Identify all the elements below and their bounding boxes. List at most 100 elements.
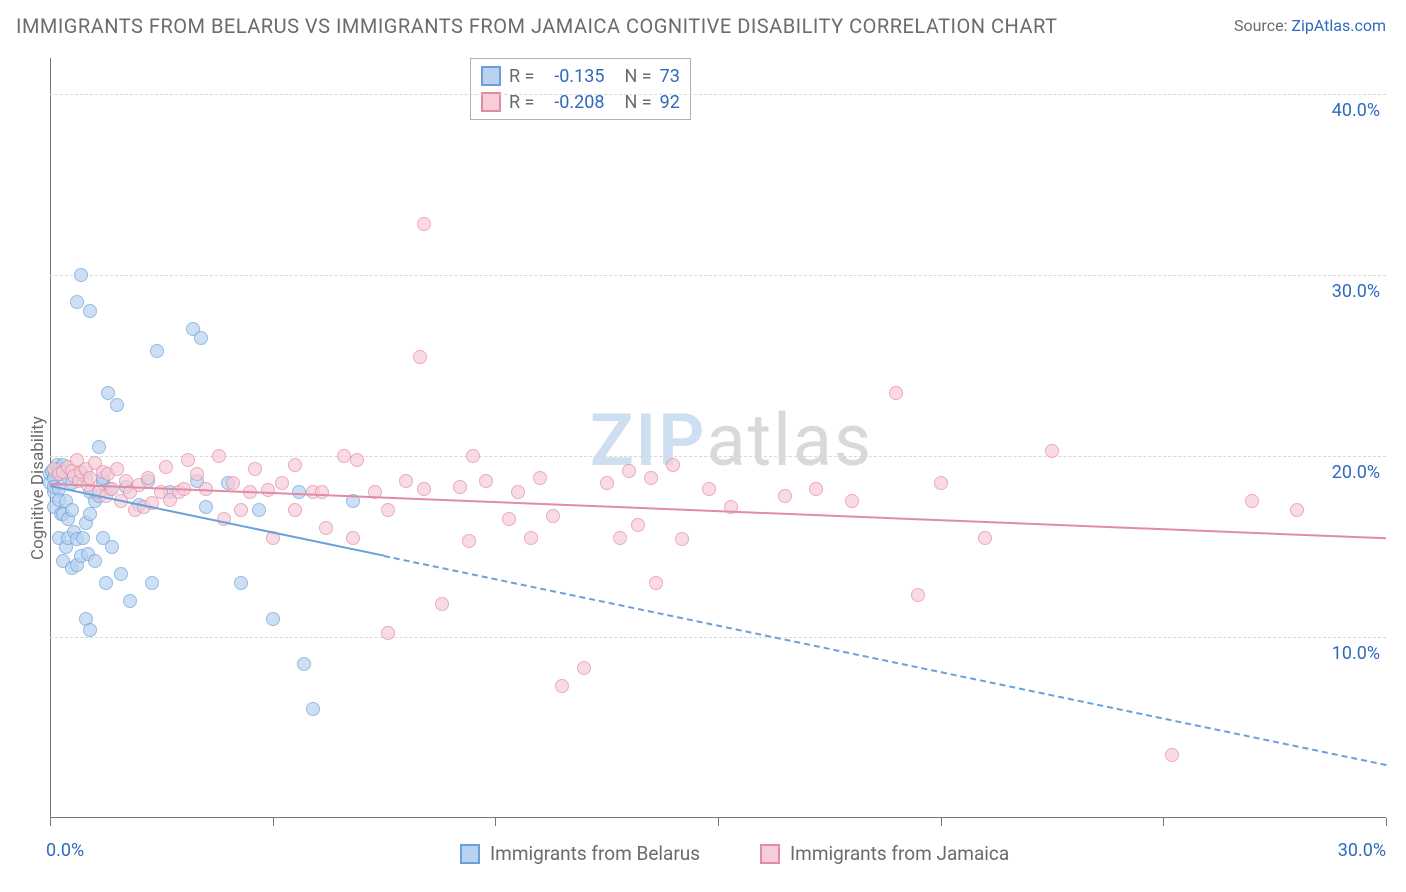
data-point xyxy=(114,567,128,581)
legend-label-belarus: Immigrants from Belarus xyxy=(490,842,700,865)
chart-title: IMMIGRANTS FROM BELARUS VS IMMIGRANTS FR… xyxy=(16,14,1057,38)
x-tick xyxy=(495,818,496,826)
gridline xyxy=(50,637,1386,638)
data-point xyxy=(675,532,689,546)
legend-n-label: N = xyxy=(624,66,651,87)
trend-line xyxy=(50,483,1386,539)
data-point xyxy=(417,217,431,231)
data-point xyxy=(76,531,90,545)
data-point xyxy=(194,331,208,345)
data-point xyxy=(101,386,115,400)
data-point xyxy=(288,503,302,517)
data-point xyxy=(266,612,280,626)
data-point xyxy=(350,453,364,467)
data-point xyxy=(99,576,113,590)
legend-swatch-belarus xyxy=(460,844,480,864)
y-tick-label: 40.0% xyxy=(1332,100,1380,121)
y-axis-line xyxy=(50,58,51,818)
data-point xyxy=(297,657,311,671)
x-tick xyxy=(50,818,51,826)
data-point xyxy=(889,386,903,400)
legend-r-value: -0.135 xyxy=(542,66,604,87)
y-tick-label: 20.0% xyxy=(1332,462,1380,483)
data-point xyxy=(83,507,97,521)
data-point xyxy=(417,482,431,496)
legend-row: R = -0.135 N = 73 xyxy=(481,63,680,89)
data-point xyxy=(159,460,173,474)
data-point xyxy=(83,304,97,318)
x-tick xyxy=(941,818,942,826)
legend-swatch-jamaica xyxy=(760,844,780,864)
data-point xyxy=(479,474,493,488)
data-point xyxy=(346,531,360,545)
data-point xyxy=(649,576,663,590)
x-tick-max: 30.0% xyxy=(1338,840,1386,861)
data-point xyxy=(65,503,79,517)
data-point xyxy=(74,268,88,282)
data-point xyxy=(453,480,467,494)
source-prefix: Source: xyxy=(1234,16,1291,35)
trend-line xyxy=(384,555,1386,766)
data-point xyxy=(644,471,658,485)
data-point xyxy=(1290,503,1304,517)
data-point xyxy=(252,503,266,517)
data-point xyxy=(778,489,792,503)
data-point xyxy=(315,485,329,499)
series-legend-belarus: Immigrants from Belarus xyxy=(460,842,700,865)
data-point xyxy=(288,458,302,472)
data-point xyxy=(275,476,289,490)
x-tick-min: 0.0% xyxy=(46,840,84,861)
data-point xyxy=(413,350,427,364)
data-point xyxy=(306,702,320,716)
gridline xyxy=(50,275,1386,276)
scatter-plot-area: ZIPatlas R =-0.135N =73R =-0.208N =92 10… xyxy=(50,58,1386,818)
data-point xyxy=(978,531,992,545)
data-point xyxy=(199,500,213,514)
x-tick xyxy=(718,818,719,826)
gridline xyxy=(50,94,1386,95)
data-point xyxy=(83,623,97,637)
data-point xyxy=(1165,748,1179,762)
y-tick-label: 30.0% xyxy=(1332,281,1380,302)
data-point xyxy=(319,521,333,535)
data-point xyxy=(533,471,547,485)
data-point xyxy=(381,503,395,517)
series-legend-jamaica: Immigrants from Jamaica xyxy=(760,842,1009,865)
data-point xyxy=(105,482,119,496)
data-point xyxy=(261,483,275,497)
data-point xyxy=(226,476,240,490)
data-point xyxy=(511,485,525,499)
data-point xyxy=(141,471,155,485)
data-point xyxy=(110,398,124,412)
data-point xyxy=(466,449,480,463)
data-point xyxy=(666,458,680,472)
legend-label-jamaica: Immigrants from Jamaica xyxy=(790,842,1009,865)
data-point xyxy=(181,453,195,467)
legend-r-label: R = xyxy=(509,66,534,87)
data-point xyxy=(845,494,859,508)
data-point xyxy=(88,554,102,568)
data-point xyxy=(105,540,119,554)
data-point xyxy=(381,626,395,640)
data-point xyxy=(234,503,248,517)
source-link[interactable]: ZipAtlas.com xyxy=(1291,16,1386,35)
data-point xyxy=(524,531,538,545)
data-point xyxy=(622,464,636,478)
data-point xyxy=(83,471,97,485)
data-point xyxy=(123,594,137,608)
data-point xyxy=(600,476,614,490)
data-point xyxy=(555,679,569,693)
data-point xyxy=(613,531,627,545)
data-point xyxy=(502,512,516,526)
y-tick-label: 10.0% xyxy=(1332,643,1380,664)
data-point xyxy=(70,295,84,309)
data-point xyxy=(1245,494,1259,508)
x-tick xyxy=(1163,818,1164,826)
legend-n-value: 73 xyxy=(660,66,680,87)
data-point xyxy=(234,576,248,590)
correlation-legend: R =-0.135N =73R =-0.208N =92 xyxy=(470,58,691,120)
gridline xyxy=(50,456,1386,457)
data-point xyxy=(212,449,226,463)
source-credit: Source: ZipAtlas.com xyxy=(1234,16,1386,35)
data-point xyxy=(1045,444,1059,458)
